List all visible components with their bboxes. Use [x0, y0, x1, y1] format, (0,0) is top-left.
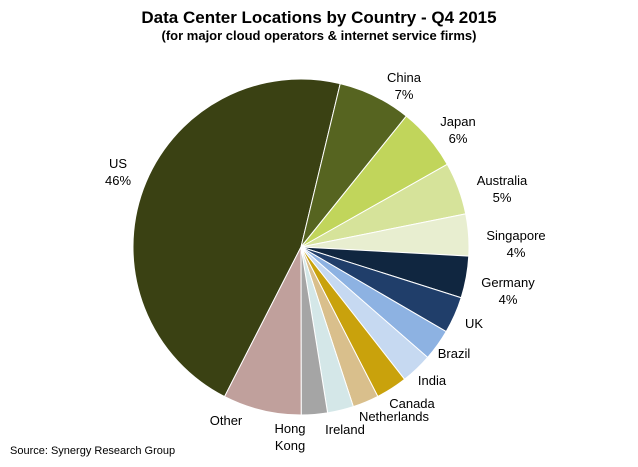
- slice-label-japan: Japan 6%: [440, 114, 475, 146]
- chart-subtitle: (for major cloud operators & internet se…: [161, 28, 477, 43]
- slice-label-ireland: Ireland: [325, 422, 365, 437]
- slice-label-other: Other: [210, 413, 243, 428]
- pie-labels: US 46% China 7% Japan 6%Australia 5% Singapore 4…: [105, 70, 546, 453]
- chart-title: Data Center Locations by Country - Q4 20…: [141, 8, 497, 27]
- slice-label-singapore: Singapore 4%: [486, 228, 545, 260]
- slice-label-netherlands: Netherlands: [359, 409, 430, 424]
- pie-slices: [132, 78, 470, 416]
- slice-label-hong-kong: Hong Kong: [274, 421, 305, 453]
- slice-label-uk: UK: [465, 316, 483, 331]
- slice-label-india: India: [418, 373, 447, 388]
- slice-label-australia: Australia 5%: [477, 173, 528, 205]
- slice-label-canada: Canada: [389, 396, 435, 411]
- slice-label-germany: Germany 4%: [481, 275, 535, 307]
- pie-slice-other: [223, 246, 302, 416]
- pie-slice-us: [132, 78, 341, 398]
- slice-label-china: China 7%: [387, 70, 422, 102]
- slice-label-brazil: Brazil: [438, 346, 471, 361]
- slice-label-us: US 46%: [105, 156, 131, 188]
- chart-source: Source: Synergy Research Group: [10, 445, 176, 457]
